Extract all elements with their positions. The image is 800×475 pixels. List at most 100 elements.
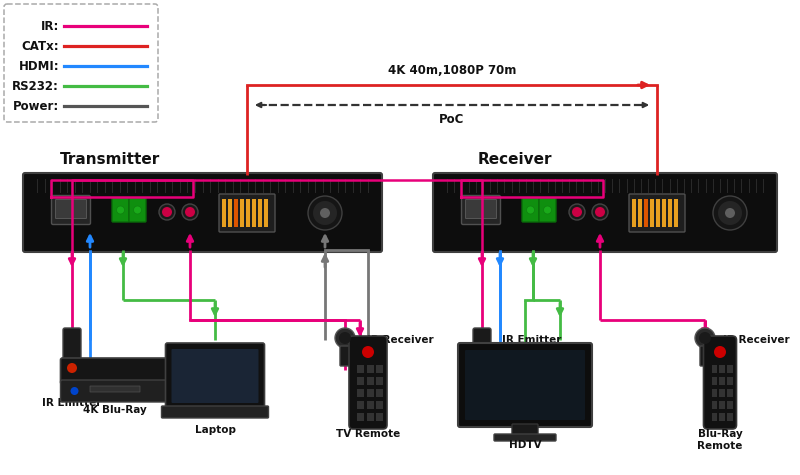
- Circle shape: [134, 206, 142, 214]
- Text: IR Emitter: IR Emitter: [42, 398, 102, 408]
- FancyBboxPatch shape: [171, 349, 258, 403]
- Circle shape: [592, 204, 608, 220]
- Circle shape: [117, 206, 125, 214]
- FancyBboxPatch shape: [494, 434, 556, 441]
- FancyBboxPatch shape: [433, 173, 777, 252]
- FancyBboxPatch shape: [512, 424, 538, 436]
- Bar: [719, 377, 725, 385]
- Text: Power:: Power:: [13, 99, 59, 113]
- Circle shape: [543, 206, 551, 214]
- Bar: [719, 413, 725, 421]
- FancyBboxPatch shape: [462, 196, 501, 225]
- Circle shape: [67, 363, 77, 373]
- Bar: [656, 199, 660, 227]
- Bar: [727, 413, 733, 421]
- Circle shape: [572, 207, 582, 217]
- Bar: [668, 199, 672, 227]
- Text: 4K Blu-Ray: 4K Blu-Ray: [83, 405, 147, 415]
- FancyBboxPatch shape: [522, 198, 539, 222]
- Circle shape: [185, 207, 195, 217]
- Bar: [258, 199, 262, 227]
- FancyBboxPatch shape: [55, 200, 86, 219]
- Bar: [228, 199, 232, 227]
- FancyBboxPatch shape: [473, 328, 491, 367]
- Bar: [674, 199, 678, 227]
- FancyBboxPatch shape: [162, 406, 269, 418]
- FancyBboxPatch shape: [466, 200, 497, 219]
- Circle shape: [526, 206, 534, 214]
- Circle shape: [699, 332, 711, 344]
- Bar: [727, 365, 733, 373]
- Text: IR Emitter: IR Emitter: [502, 335, 562, 345]
- Text: TV Remote: TV Remote: [336, 429, 400, 439]
- FancyBboxPatch shape: [458, 343, 592, 427]
- Circle shape: [308, 196, 342, 230]
- Bar: [376, 377, 383, 385]
- FancyBboxPatch shape: [703, 336, 737, 429]
- Bar: [632, 199, 636, 227]
- Bar: [638, 199, 642, 227]
- Bar: [719, 365, 725, 373]
- FancyBboxPatch shape: [349, 336, 387, 429]
- Bar: [719, 401, 725, 409]
- FancyBboxPatch shape: [539, 198, 556, 222]
- Circle shape: [313, 201, 337, 225]
- Bar: [222, 199, 226, 227]
- FancyBboxPatch shape: [340, 346, 350, 366]
- Circle shape: [713, 196, 747, 230]
- Text: RS232:: RS232:: [12, 79, 59, 93]
- Bar: [240, 199, 244, 227]
- Circle shape: [714, 346, 726, 358]
- Bar: [644, 199, 648, 227]
- Text: HDMI:: HDMI:: [18, 59, 59, 73]
- FancyBboxPatch shape: [700, 346, 710, 366]
- Bar: [727, 389, 733, 397]
- Bar: [719, 389, 725, 397]
- Bar: [264, 199, 268, 227]
- Circle shape: [362, 346, 374, 358]
- Bar: [357, 365, 364, 373]
- Bar: [650, 199, 654, 227]
- FancyBboxPatch shape: [465, 350, 585, 420]
- Text: CATx:: CATx:: [22, 39, 59, 53]
- FancyBboxPatch shape: [112, 198, 129, 222]
- Circle shape: [718, 201, 742, 225]
- Bar: [376, 413, 383, 421]
- FancyBboxPatch shape: [90, 386, 140, 392]
- Circle shape: [162, 207, 172, 217]
- Circle shape: [339, 332, 351, 344]
- Bar: [357, 377, 364, 385]
- FancyBboxPatch shape: [23, 173, 382, 252]
- Bar: [711, 365, 717, 373]
- Circle shape: [159, 204, 175, 220]
- Text: 4K 40m,1080P 70m: 4K 40m,1080P 70m: [388, 64, 516, 77]
- Text: Transmitter: Transmitter: [60, 152, 160, 167]
- FancyBboxPatch shape: [51, 196, 90, 225]
- Circle shape: [569, 204, 585, 220]
- Text: PoC: PoC: [439, 113, 465, 126]
- Bar: [711, 377, 717, 385]
- Bar: [252, 199, 256, 227]
- Bar: [727, 377, 733, 385]
- Bar: [246, 199, 250, 227]
- Text: Laptop: Laptop: [194, 425, 235, 435]
- Bar: [376, 365, 383, 373]
- Bar: [376, 389, 383, 397]
- FancyBboxPatch shape: [129, 198, 146, 222]
- FancyBboxPatch shape: [166, 343, 265, 409]
- FancyBboxPatch shape: [61, 358, 170, 384]
- Bar: [357, 413, 364, 421]
- FancyBboxPatch shape: [63, 328, 81, 367]
- Circle shape: [595, 207, 605, 217]
- Text: HDTV: HDTV: [509, 440, 542, 450]
- Circle shape: [320, 208, 330, 218]
- Circle shape: [335, 328, 355, 348]
- Text: Blu-Ray
Remote: Blu-Ray Remote: [698, 429, 742, 451]
- Circle shape: [725, 208, 735, 218]
- Text: IR Receiver: IR Receiver: [367, 335, 434, 345]
- Bar: [711, 401, 717, 409]
- Bar: [234, 199, 238, 227]
- FancyBboxPatch shape: [629, 194, 685, 232]
- Bar: [711, 389, 717, 397]
- Text: IR Receiver: IR Receiver: [723, 335, 790, 345]
